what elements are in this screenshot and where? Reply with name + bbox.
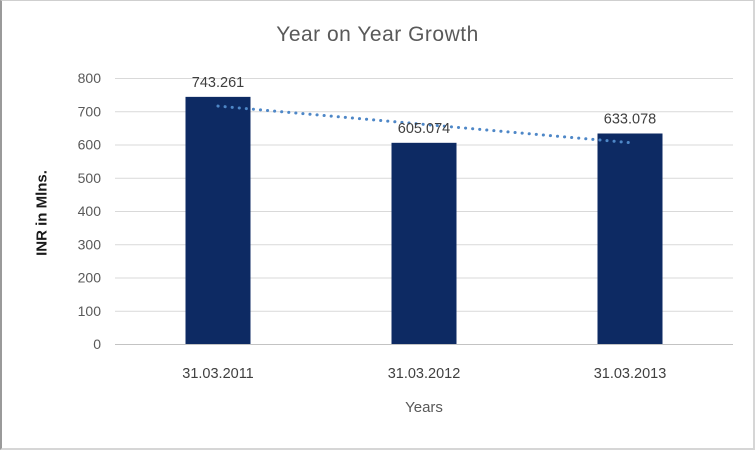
x-category-label-31.03.2013: 31.03.2013 [594, 366, 667, 382]
y-axis-title: INR in Mlns. [33, 170, 51, 256]
y-tick-label: 800 [78, 70, 102, 86]
x-category-label-31.03.2012: 31.03.2012 [388, 366, 461, 382]
bar-31.03.2012[interactable] [391, 142, 457, 344]
y-tick-label: 100 [78, 303, 102, 319]
bar-31.03.2011[interactable] [185, 96, 251, 344]
chart-title: Year on Year Growth [276, 23, 479, 46]
data-label-31.03.2013: 633.078 [604, 112, 656, 128]
x-category-label-31.03.2011: 31.03.2011 [182, 366, 254, 382]
trendline[interactable] [216, 104, 632, 145]
y-tick-label: 600 [78, 137, 102, 153]
y-tick-label: 0 [93, 336, 101, 352]
y-tick-label: 400 [78, 203, 102, 219]
y-tick-label: 500 [78, 170, 102, 186]
y-tick-label: 300 [78, 236, 102, 252]
data-label-31.03.2011: 743.261 [192, 75, 244, 91]
data-label-31.03.2012: 605.074 [398, 121, 450, 137]
y-tick-label: 200 [78, 270, 102, 286]
x-axis-title: Years [405, 399, 443, 416]
bar-31.03.2013[interactable] [597, 133, 663, 344]
y-tick-label: 700 [78, 103, 102, 119]
